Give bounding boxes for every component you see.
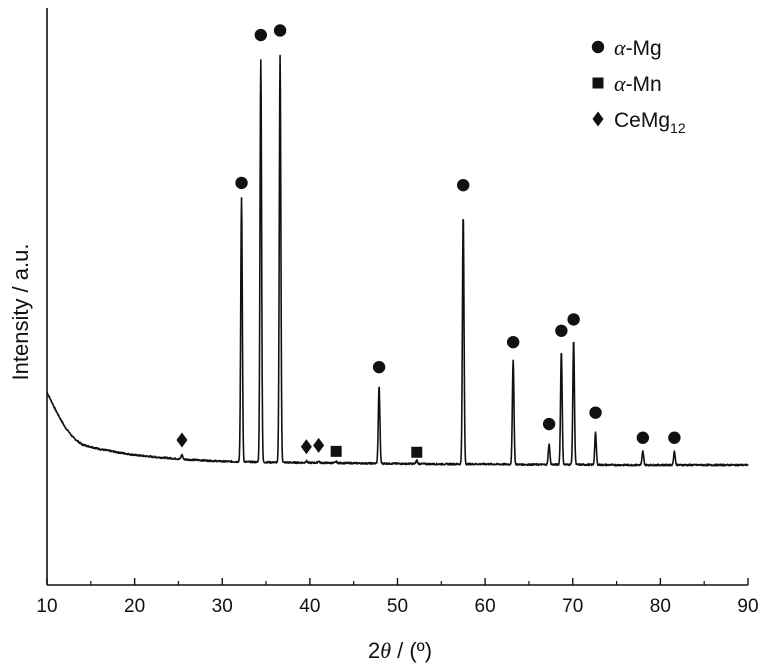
legend-entry-label: CeMg12 xyxy=(614,109,686,136)
phase-marker-circle xyxy=(372,360,386,374)
y-axis-label: Intensity / a.u. xyxy=(8,244,33,381)
legend-marker-diamond xyxy=(592,111,604,127)
phase-marker-circle xyxy=(589,406,602,419)
phase-marker-circle xyxy=(235,176,248,190)
phase-marker-diamond xyxy=(313,437,325,453)
x-tick-label: 20 xyxy=(124,596,145,617)
phase-marker-circle xyxy=(273,24,287,37)
x-tick-label: 10 xyxy=(36,596,57,617)
x-tick-label: 40 xyxy=(299,596,320,617)
xrd-pattern-line xyxy=(46,54,749,467)
legend-marker-square xyxy=(592,77,604,89)
phase-marker-diamond xyxy=(176,432,188,448)
x-tick-label: 80 xyxy=(650,596,671,617)
x-tick-label: 60 xyxy=(475,596,496,617)
legend-marker-circle xyxy=(591,40,605,54)
phase-marker-circle xyxy=(506,335,520,349)
phase-marker-diamond xyxy=(300,439,312,455)
x-tick-label: 70 xyxy=(562,596,583,617)
legend: α-Mg α-Mn CeMg12 xyxy=(591,35,686,136)
phase-marker-circle xyxy=(555,324,568,337)
phase-marker-circle xyxy=(668,431,681,444)
legend-entry-label: α-Mg xyxy=(614,35,662,60)
x-tick-label: 30 xyxy=(212,596,233,617)
phase-marker-square xyxy=(411,446,423,458)
phase-marker-circle xyxy=(636,431,650,444)
x-tick-label: 90 xyxy=(737,596,758,617)
phase-marker-circle xyxy=(254,28,268,42)
legend-entry-label: α-Mn xyxy=(614,71,662,96)
phase-marker-circle xyxy=(542,417,556,431)
x-axis-ticks: 10 20 30 40 50 60 70 80 90 xyxy=(36,578,759,617)
phase-marker-square xyxy=(330,445,342,457)
phase-marker-circle xyxy=(457,178,470,192)
x-tick-label: 50 xyxy=(387,596,408,617)
phase-markers xyxy=(176,24,681,458)
x-axis-label: 2θ / (º) xyxy=(368,638,432,663)
phase-marker-circle xyxy=(567,313,580,326)
